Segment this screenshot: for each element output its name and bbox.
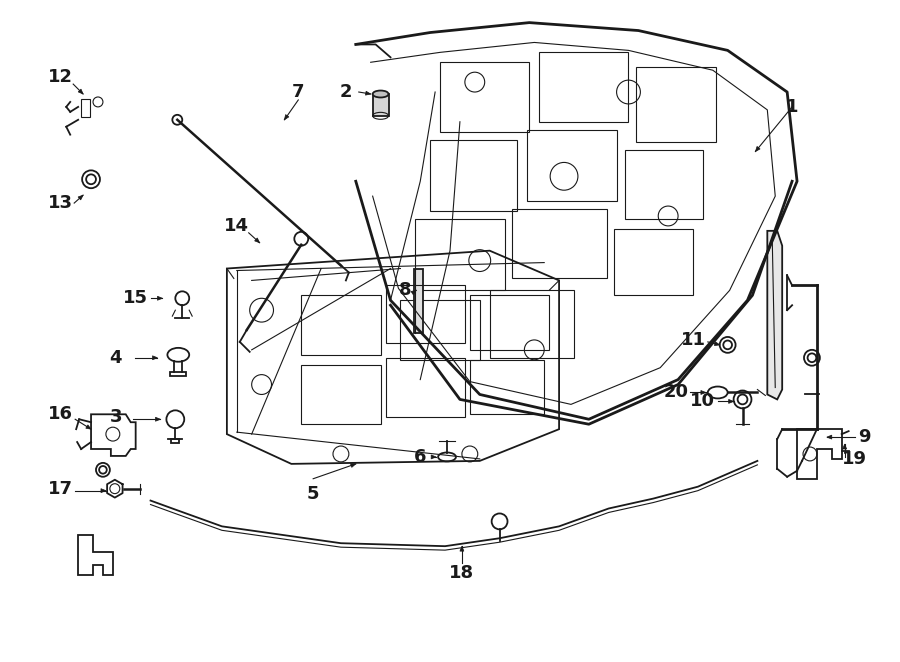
Text: 2: 2	[339, 83, 352, 101]
Bar	[385, 357, 465, 417]
Bar	[170, 371, 186, 375]
Bar	[171, 439, 179, 443]
Polygon shape	[701, 391, 706, 395]
Text: 8: 8	[399, 281, 411, 299]
Bar	[414, 269, 423, 333]
Text: 10: 10	[690, 393, 716, 410]
Bar	[625, 150, 703, 219]
Polygon shape	[78, 195, 83, 200]
Text: 15: 15	[123, 289, 148, 307]
Bar	[430, 140, 518, 211]
Bar	[440, 62, 529, 132]
Text: 5: 5	[307, 485, 320, 502]
Text: 13: 13	[48, 194, 73, 212]
Text: 20: 20	[663, 383, 688, 401]
Polygon shape	[86, 425, 91, 429]
Text: 18: 18	[449, 564, 474, 582]
Bar	[614, 229, 693, 295]
Bar	[539, 52, 628, 122]
Bar	[636, 68, 716, 142]
Text: 16: 16	[48, 405, 73, 423]
Polygon shape	[284, 115, 289, 120]
Bar	[400, 301, 480, 359]
Bar	[302, 295, 381, 355]
Ellipse shape	[373, 91, 389, 97]
Polygon shape	[255, 238, 259, 243]
Text: 1: 1	[786, 98, 798, 116]
Polygon shape	[827, 435, 832, 439]
Bar	[302, 365, 381, 424]
Polygon shape	[431, 455, 436, 459]
Polygon shape	[152, 355, 158, 359]
Polygon shape	[755, 146, 760, 152]
Text: 19: 19	[842, 450, 867, 468]
Bar	[512, 209, 607, 279]
Polygon shape	[729, 399, 733, 403]
Text: 4: 4	[110, 349, 122, 367]
Text: 11: 11	[680, 331, 706, 349]
Bar	[470, 359, 544, 414]
Text: 14: 14	[224, 217, 249, 235]
Text: 17: 17	[48, 480, 73, 498]
Polygon shape	[158, 297, 162, 301]
Bar	[81, 99, 90, 117]
Bar	[415, 219, 505, 291]
Text: 9: 9	[859, 428, 870, 446]
Bar	[490, 291, 574, 357]
Polygon shape	[101, 489, 106, 493]
Text: 3: 3	[110, 408, 122, 426]
Polygon shape	[78, 89, 83, 94]
Text: 7: 7	[292, 83, 304, 101]
Bar	[527, 130, 616, 201]
Text: 6: 6	[414, 448, 427, 466]
Polygon shape	[350, 463, 356, 467]
Polygon shape	[715, 342, 720, 346]
Polygon shape	[842, 444, 847, 449]
Polygon shape	[365, 91, 371, 95]
Polygon shape	[411, 291, 417, 295]
Polygon shape	[460, 546, 464, 551]
Bar	[470, 295, 549, 350]
Polygon shape	[768, 231, 782, 399]
Bar	[385, 285, 465, 343]
Text: 12: 12	[48, 68, 73, 86]
Bar	[373, 94, 389, 116]
Polygon shape	[156, 417, 160, 421]
